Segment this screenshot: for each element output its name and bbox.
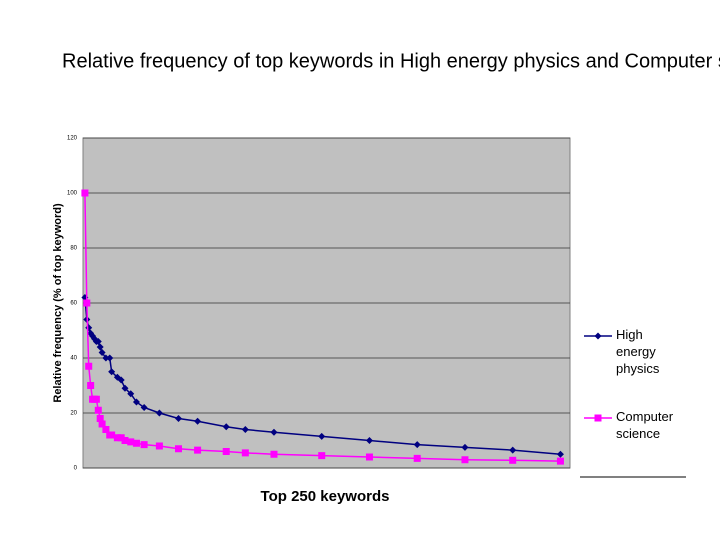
marker — [108, 431, 116, 439]
marker — [102, 354, 110, 362]
marker — [222, 423, 230, 431]
marker — [108, 368, 116, 376]
marker — [222, 448, 230, 455]
marker — [155, 409, 163, 417]
marker — [140, 441, 148, 449]
legend-label: High energy physics — [616, 327, 660, 376]
marker — [461, 443, 469, 451]
legend-label: Computer science — [616, 409, 674, 441]
marker — [556, 450, 564, 458]
y-tick-label: 120 — [67, 136, 78, 142]
marker — [117, 434, 125, 442]
marker — [127, 438, 135, 446]
marker — [155, 442, 163, 450]
marker — [174, 445, 182, 453]
marker — [594, 332, 602, 340]
y-tick-label: 100 — [67, 191, 78, 197]
marker — [318, 452, 326, 460]
marker — [83, 299, 91, 307]
marker — [194, 417, 202, 425]
marker — [140, 404, 148, 411]
marker — [106, 354, 114, 362]
marker — [121, 437, 129, 444]
y-tick-label: 0 — [74, 466, 78, 472]
marker — [96, 343, 104, 351]
marker — [102, 426, 110, 433]
marker — [96, 415, 104, 422]
marker — [132, 439, 140, 447]
marker — [94, 406, 102, 414]
marker — [121, 384, 129, 392]
marker — [509, 446, 517, 454]
marker — [87, 382, 95, 389]
marker — [594, 414, 602, 422]
marker — [98, 420, 106, 428]
marker — [132, 398, 140, 406]
marker — [94, 338, 102, 345]
marker — [174, 415, 182, 422]
marker — [365, 437, 373, 444]
y-tick-label: 20 — [70, 411, 77, 417]
marker — [98, 349, 106, 356]
y-tick-label: 60 — [70, 301, 77, 307]
x-axis-label: Top 250 keywords — [261, 488, 390, 505]
marker — [241, 449, 249, 457]
marker — [113, 434, 121, 442]
marker — [461, 456, 469, 464]
marker — [127, 390, 135, 398]
marker — [85, 362, 93, 370]
marker — [117, 376, 125, 384]
marker — [270, 428, 278, 436]
marker — [241, 426, 249, 433]
marker — [413, 454, 421, 462]
y-tick-label: 40 — [70, 356, 77, 362]
y-tick-label: 80 — [70, 246, 77, 252]
marker — [365, 453, 373, 461]
marker — [270, 450, 278, 458]
marker — [194, 446, 202, 454]
marker — [81, 189, 89, 197]
marker — [556, 457, 564, 465]
marker — [318, 432, 326, 440]
y-axis-label: Relative frequency (% of top keyword) — [52, 203, 64, 403]
marker — [92, 395, 100, 403]
chart-title: Relative frequency of top keywords in Hi… — [62, 50, 720, 72]
marker — [509, 456, 517, 464]
marker — [413, 441, 421, 449]
